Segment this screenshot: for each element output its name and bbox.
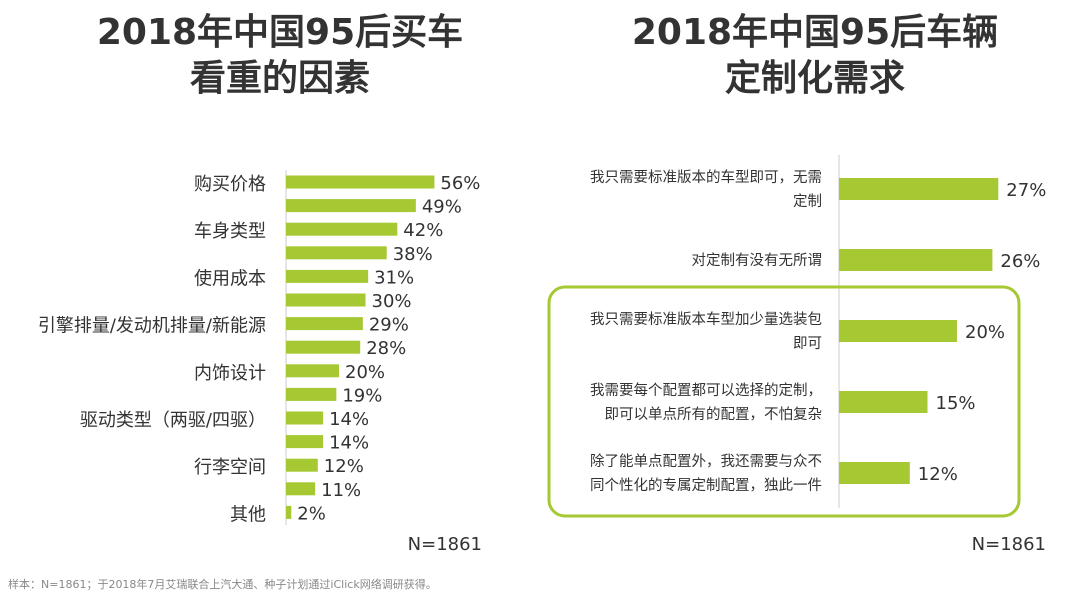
left-bar-value-label: 20% bbox=[345, 362, 385, 383]
left-bar bbox=[286, 505, 292, 519]
left-title-line1: 2018年中国95后买车 bbox=[96, 12, 464, 53]
left-bar bbox=[286, 246, 387, 260]
left-sample-size: N=1861 bbox=[408, 534, 482, 555]
left-category-label: 驱动类型（两驱/四驱） bbox=[80, 410, 266, 431]
right-category-label: 我只需要标准版本的车型即可，无需 bbox=[590, 169, 822, 186]
left-bar bbox=[286, 411, 324, 425]
highlight-box bbox=[547, 285, 1021, 518]
right-bar bbox=[839, 178, 999, 200]
right-title-line2: 定制化需求 bbox=[724, 58, 905, 99]
right-chart-title: 2018年中国95后车辆 定制化需求 bbox=[555, 10, 1075, 102]
right-title-line1: 2018年中国95后车辆 bbox=[631, 12, 999, 53]
right-bar-value-label: 27% bbox=[1006, 180, 1046, 201]
left-bar bbox=[286, 387, 337, 401]
left-bar-value-label: 49% bbox=[422, 197, 462, 218]
left-bar bbox=[286, 364, 339, 378]
right-category-label: 定制 bbox=[793, 193, 822, 210]
left-bar-value-label: 29% bbox=[369, 315, 409, 336]
left-category-label: 使用成本 bbox=[194, 268, 266, 289]
left-category-label: 其他 bbox=[230, 504, 266, 525]
left-bar bbox=[286, 222, 398, 236]
left-bar bbox=[286, 317, 363, 331]
right-bar bbox=[839, 462, 910, 484]
right-category-label: 我只需要标准版本车型加少量选装包 bbox=[590, 311, 822, 328]
left-chart-title: 2018年中国95后买车 看重的因素 bbox=[40, 10, 520, 102]
left-bar-value-label: 28% bbox=[366, 338, 406, 359]
left-bar-value-label: 14% bbox=[329, 409, 369, 430]
right-bar-value-label: 26% bbox=[1000, 251, 1040, 272]
right-category-label: 对定制有没有无所谓 bbox=[692, 252, 823, 269]
left-category-label: 内饰设计 bbox=[194, 363, 266, 384]
left-title-line2: 看重的因素 bbox=[189, 58, 370, 99]
left-bar-value-label: 30% bbox=[372, 291, 412, 312]
right-bar bbox=[839, 391, 928, 413]
right-category-label: 即可以单点所有的配置，不怕复杂 bbox=[605, 405, 823, 423]
right-category-label: 我需要每个配置都可以选择的定制， bbox=[590, 382, 822, 399]
left-bar-value-label: 2% bbox=[297, 503, 326, 524]
left-category-label: 行李空间 bbox=[194, 457, 266, 478]
left-bar bbox=[286, 269, 369, 283]
left-category-label: 车身类型 bbox=[194, 221, 266, 242]
left-bar-value-label: 38% bbox=[393, 244, 433, 265]
left-category-label: 购买价格 bbox=[194, 174, 266, 195]
right-sample-size: N=1861 bbox=[972, 534, 1046, 555]
left-bar bbox=[286, 175, 435, 189]
left-bar-value-label: 11% bbox=[321, 480, 361, 501]
footnote: 样本：N=1861；于2018年7月艾瑞联合上汽大通、种子计划通过iClick网… bbox=[8, 578, 437, 591]
left-bar bbox=[286, 340, 361, 354]
right-category-label: 同个性化的专属定制配置，独此一件 bbox=[590, 477, 822, 494]
right-bar bbox=[839, 320, 957, 342]
left-bar-value-label: 14% bbox=[329, 433, 369, 454]
right-bar-value-label: 12% bbox=[918, 464, 958, 485]
right-bar-value-label: 20% bbox=[965, 322, 1005, 343]
left-bar bbox=[286, 458, 318, 472]
left-bar-value-label: 56% bbox=[440, 173, 480, 194]
right-bar-value-label: 15% bbox=[936, 393, 976, 414]
left-bar bbox=[286, 435, 324, 449]
right-category-label: 除了能单点配置外，我还需要与众不 bbox=[590, 453, 822, 470]
left-bar bbox=[286, 199, 416, 213]
left-bar-chart: 56% 购买价格 49%42% 车身类型 38%31% 使用成本 30% 29% 引擎排量/发动… bbox=[38, 170, 480, 525]
right-bar bbox=[839, 249, 993, 271]
left-bar-value-label: 31% bbox=[374, 267, 414, 288]
right-category-label: 即可 bbox=[793, 336, 822, 352]
left-bar bbox=[286, 482, 316, 496]
left-bar bbox=[286, 293, 366, 307]
left-bar-value-label: 12% bbox=[324, 456, 364, 477]
left-category-label: 引擎排量/发动机排量/新能源 bbox=[38, 316, 266, 337]
left-bar-value-label: 19% bbox=[342, 385, 382, 406]
left-bar-value-label: 42% bbox=[403, 220, 443, 241]
